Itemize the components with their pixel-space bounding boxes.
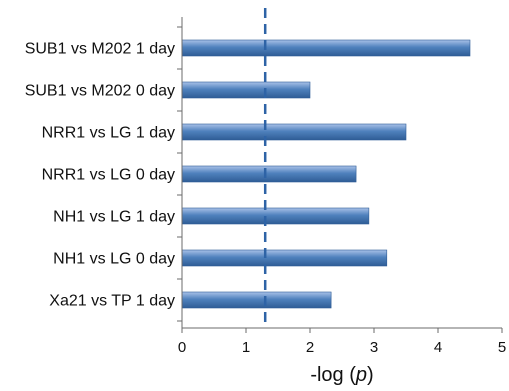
bar-0: [181, 39, 471, 57]
bar-5: [181, 249, 388, 267]
bar-6: [181, 291, 332, 309]
category-label-1: SUB1 vs M202 0 day: [25, 83, 175, 100]
bar-3: [181, 165, 357, 183]
x-tick-label-2: 2: [306, 339, 314, 356]
x-axis-title-variable: p: [355, 364, 367, 386]
x-tick-label-5: 5: [498, 339, 506, 356]
bar-4: [181, 207, 370, 225]
category-labels: SUB1 vs M202 1 day SUB1 vs M202 0 day NRR1…: [25, 41, 175, 310]
category-label-4: NH1 vs LG 1 day: [53, 209, 175, 226]
bar-1: [181, 81, 311, 99]
category-label-2: NRR1 vs LG 1 day: [42, 125, 175, 142]
x-axis-title-suffix: ): [367, 364, 374, 386]
x-axis: 0 1 2 3 4 5: [177, 17, 506, 356]
x-tick-label-3: 3: [370, 339, 378, 356]
category-label-6: Xa21 vs TP 1 day: [49, 293, 175, 310]
bars-layer: [181, 39, 471, 309]
x-axis-title-prefix: -log (: [310, 364, 356, 386]
x-tick-label-0: 0: [178, 339, 186, 356]
x-tick-label-1: 1: [242, 339, 250, 356]
category-label-0: SUB1 vs M202 1 day: [25, 41, 175, 58]
category-label-3: NRR1 vs LG 0 day: [42, 167, 175, 184]
x-tick-label-4: 4: [434, 339, 442, 356]
x-axis-title: -log (p): [310, 364, 373, 386]
category-label-5: NH1 vs LG 0 day: [53, 251, 175, 268]
bar-2: [181, 123, 407, 141]
